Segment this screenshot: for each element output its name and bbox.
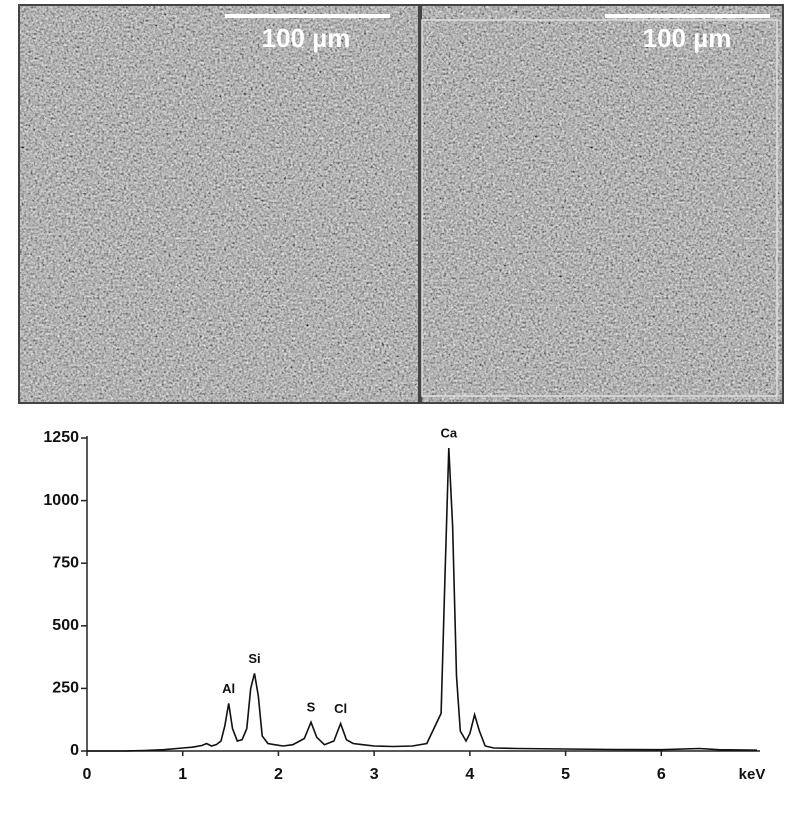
y-tick-label: 500 xyxy=(52,617,79,634)
y-tick-label: 1250 xyxy=(43,429,79,446)
spectrum-line xyxy=(87,447,758,752)
peak-label: Si xyxy=(248,651,260,666)
y-tick-label: 250 xyxy=(52,680,79,697)
peak-label: Cl xyxy=(334,701,347,716)
x-tick-label: 4 xyxy=(465,766,474,783)
x-tick-label: 2 xyxy=(274,766,283,783)
x-tick-label: 0 xyxy=(83,766,92,783)
x-tick-label: 1 xyxy=(178,766,187,783)
peak-label: Al xyxy=(222,681,235,696)
sem-image xyxy=(422,6,782,402)
x-tick-label: 6 xyxy=(657,766,666,783)
x-tick-label: 3 xyxy=(370,766,379,783)
x-axis-title: keV xyxy=(739,766,766,783)
y-tick-label: 750 xyxy=(52,554,79,571)
y-tick-label: 1000 xyxy=(43,492,79,509)
scale-bar-label: 100 µm xyxy=(262,23,351,53)
x-tick-label: 5 xyxy=(561,766,570,783)
y-tick-label: 0 xyxy=(70,742,79,759)
peak-label: S xyxy=(307,700,316,715)
scale-bar-label: 100 µm xyxy=(643,23,732,53)
sem-image xyxy=(20,6,418,402)
image-border xyxy=(421,19,778,397)
peak-label: Ca xyxy=(440,425,457,440)
